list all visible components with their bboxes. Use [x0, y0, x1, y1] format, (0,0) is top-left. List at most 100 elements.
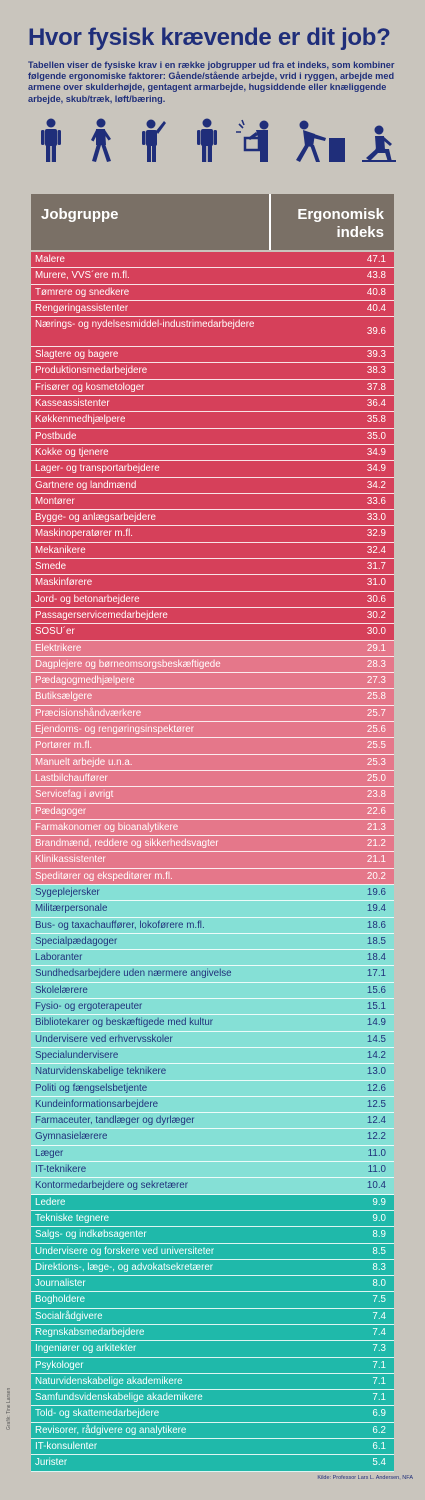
row-index-value: 37.8 [366, 381, 386, 393]
row-index-value: 6.9 [372, 1408, 386, 1420]
table-row: Socialrådgivere 7.4 [31, 1308, 394, 1325]
row-index-value: 27.3 [366, 675, 386, 687]
lifting-box-person-icon [236, 119, 269, 162]
row-index-value: 22.6 [366, 805, 386, 817]
page-title: Hvor fysisk krævende er dit job? [28, 24, 391, 51]
table-row: Sundhedsarbejdere uden nærmere angivelse… [31, 966, 394, 983]
row-index-value: 5.4 [372, 1457, 386, 1469]
kneeling-person-icon [362, 125, 396, 162]
row-index-value: 7.1 [372, 1375, 386, 1387]
table-row: Elektrikere 29.1 [31, 640, 394, 657]
row-jobgroup: Nærings- og nydelsesmiddel-industrimedar… [35, 319, 255, 331]
table-row: Militærpersonale 19.4 [31, 901, 394, 918]
row-jobgroup: Læger [35, 1147, 64, 1159]
table-row: Passagerservicemedarbejdere 30.2 [31, 607, 394, 625]
table-row: Told- og skattemedarbejdere 6.9 [31, 1406, 394, 1423]
row-index-value: 14.9 [366, 1017, 386, 1029]
row-jobgroup: Pædagoger [35, 805, 87, 817]
row-index-value: 25.6 [366, 724, 386, 736]
table-row: Slagtere og bagere 39.3 [31, 347, 394, 364]
row-jobgroup: Jurister [35, 1457, 68, 1469]
table-row: Montører 33.6 [31, 493, 394, 511]
row-index-value: 43.8 [366, 270, 386, 282]
row-index-value: 20.2 [366, 870, 386, 882]
table-row: Specialpædagoger 18.5 [31, 933, 394, 951]
table-row: Gymnasielærere 12.2 [31, 1129, 394, 1146]
table-row: Jurister 5.4 [31, 1455, 394, 1472]
row-jobgroup: Kundeinformationsarbejdere [35, 1098, 159, 1110]
table-row: Rengøringassistenter 40.4 [31, 300, 394, 318]
row-index-value: 31.7 [366, 561, 386, 573]
row-index-value: 7.1 [372, 1392, 386, 1404]
row-jobgroup: Malere [35, 254, 65, 265]
row-jobgroup: Montører [35, 495, 75, 507]
table-row: IT-teknikere 11.0 [31, 1162, 394, 1179]
table-row: Sygeplejersker 19.6 [31, 884, 394, 902]
row-index-value: 25.5 [366, 740, 386, 752]
row-index-value: 7.5 [372, 1294, 386, 1306]
row-index-value: 25.7 [366, 707, 386, 719]
row-jobgroup: Lager- og transportarbejdere [35, 463, 160, 475]
row-index-value: 33.0 [366, 512, 386, 524]
table-row: Ledere 9.9 [31, 1194, 394, 1211]
row-index-value: 40.8 [366, 286, 386, 298]
table-row: Undervisere og forskere ved universitete… [31, 1243, 394, 1260]
row-jobgroup: Dagplejere og børneomsorgsbeskæftigede [35, 658, 221, 670]
header-jobgroup: Jobgruppe [41, 206, 119, 223]
row-index-value: 7.4 [372, 1310, 386, 1322]
row-jobgroup: Farmakonomer og bioanalytikere [35, 821, 179, 833]
row-index-value: 18.4 [366, 952, 386, 964]
table-row: Produktionsmedarbejdere 38.3 [31, 363, 394, 380]
row-index-value: 30.0 [366, 626, 386, 638]
row-index-value: 36.4 [366, 398, 386, 410]
row-jobgroup: Elektrikere [35, 642, 82, 654]
row-index-value: 18.6 [366, 919, 386, 931]
row-index-value: 9.9 [372, 1196, 386, 1208]
table-row: Postbude 35.0 [31, 428, 394, 445]
row-jobgroup: Kasseassistenter [35, 398, 110, 410]
row-jobgroup: Told- og skattemedarbejdere [35, 1408, 160, 1420]
row-jobgroup: Sygeplejersker [35, 886, 100, 898]
row-jobgroup: Ejendoms- og rengøringsinspektører [35, 724, 194, 736]
row-index-value: 7.1 [372, 1359, 386, 1371]
row-jobgroup: Maskinoperatører m.fl. [35, 528, 133, 540]
row-jobgroup: Revisorer, rådgivere og analytikere [35, 1424, 187, 1436]
table-row: Gartnere og landmænd 34.2 [31, 477, 394, 494]
row-jobgroup: Smede [35, 561, 67, 573]
row-jobgroup: Specialpædagoger [35, 935, 118, 947]
table-row: Kundeinformationsarbejdere 12.5 [31, 1096, 394, 1114]
row-index-value: 47.1 [366, 254, 386, 265]
row-jobgroup: Sundhedsarbejdere uden nærmere angivelse [35, 968, 232, 980]
row-jobgroup: Produktionsmedarbejdere [35, 365, 148, 377]
row-index-value: 29.1 [366, 642, 386, 654]
table-row: Specialundervisere 14.2 [31, 1047, 394, 1065]
table-row: Fysio- og ergoterapeuter 15.1 [31, 999, 394, 1016]
row-jobgroup: Laboranter [35, 952, 83, 964]
row-jobgroup: Undervisere ved erhvervsskoler [35, 1033, 173, 1045]
row-jobgroup: Farmaceuter, tandlæger og dyrlæger [35, 1115, 195, 1127]
row-jobgroup: Bus- og taxachauffører, lokoførere m.fl. [35, 919, 205, 931]
row-jobgroup: Gartnere og landmænd [35, 479, 137, 491]
table-row: Ejendoms- og rengøringsinspektører 25.6 [31, 722, 394, 739]
table-row: Bygge- og anlægsarbejdere 33.0 [31, 510, 394, 527]
table-row: Jord- og betonarbejdere 30.6 [31, 591, 394, 608]
row-index-value: 38.3 [366, 365, 386, 377]
row-index-value: 13.0 [366, 1066, 386, 1078]
table-row: Mekanikere 32.4 [31, 542, 394, 560]
row-jobgroup: Lastbilchauffører [35, 772, 108, 784]
row-jobgroup: Journalister [35, 1278, 86, 1290]
row-index-value: 18.5 [366, 935, 386, 947]
row-index-value: 28.3 [366, 658, 386, 670]
row-index-value: 21.2 [366, 838, 386, 850]
row-jobgroup: Frisører og kosmetologer [35, 381, 145, 393]
row-jobgroup: Speditører og ekspeditører m.fl. [35, 870, 173, 882]
table-header: Jobgruppe Ergonomisk indeks [31, 194, 394, 250]
row-index-value: 39.3 [366, 349, 386, 361]
row-index-value: 9.0 [372, 1212, 386, 1224]
table-row: Malere 47.1 [31, 252, 394, 269]
table-row: Lastbilchauffører 25.0 [31, 770, 394, 788]
row-jobgroup: Køkkenmedhjælpere [35, 414, 126, 426]
row-index-value: 25.8 [366, 691, 386, 703]
table-row: Salgs- og indkøbsagenter 8.9 [31, 1227, 394, 1244]
table-row: Undervisere ved erhvervsskoler 14.5 [31, 1031, 394, 1048]
